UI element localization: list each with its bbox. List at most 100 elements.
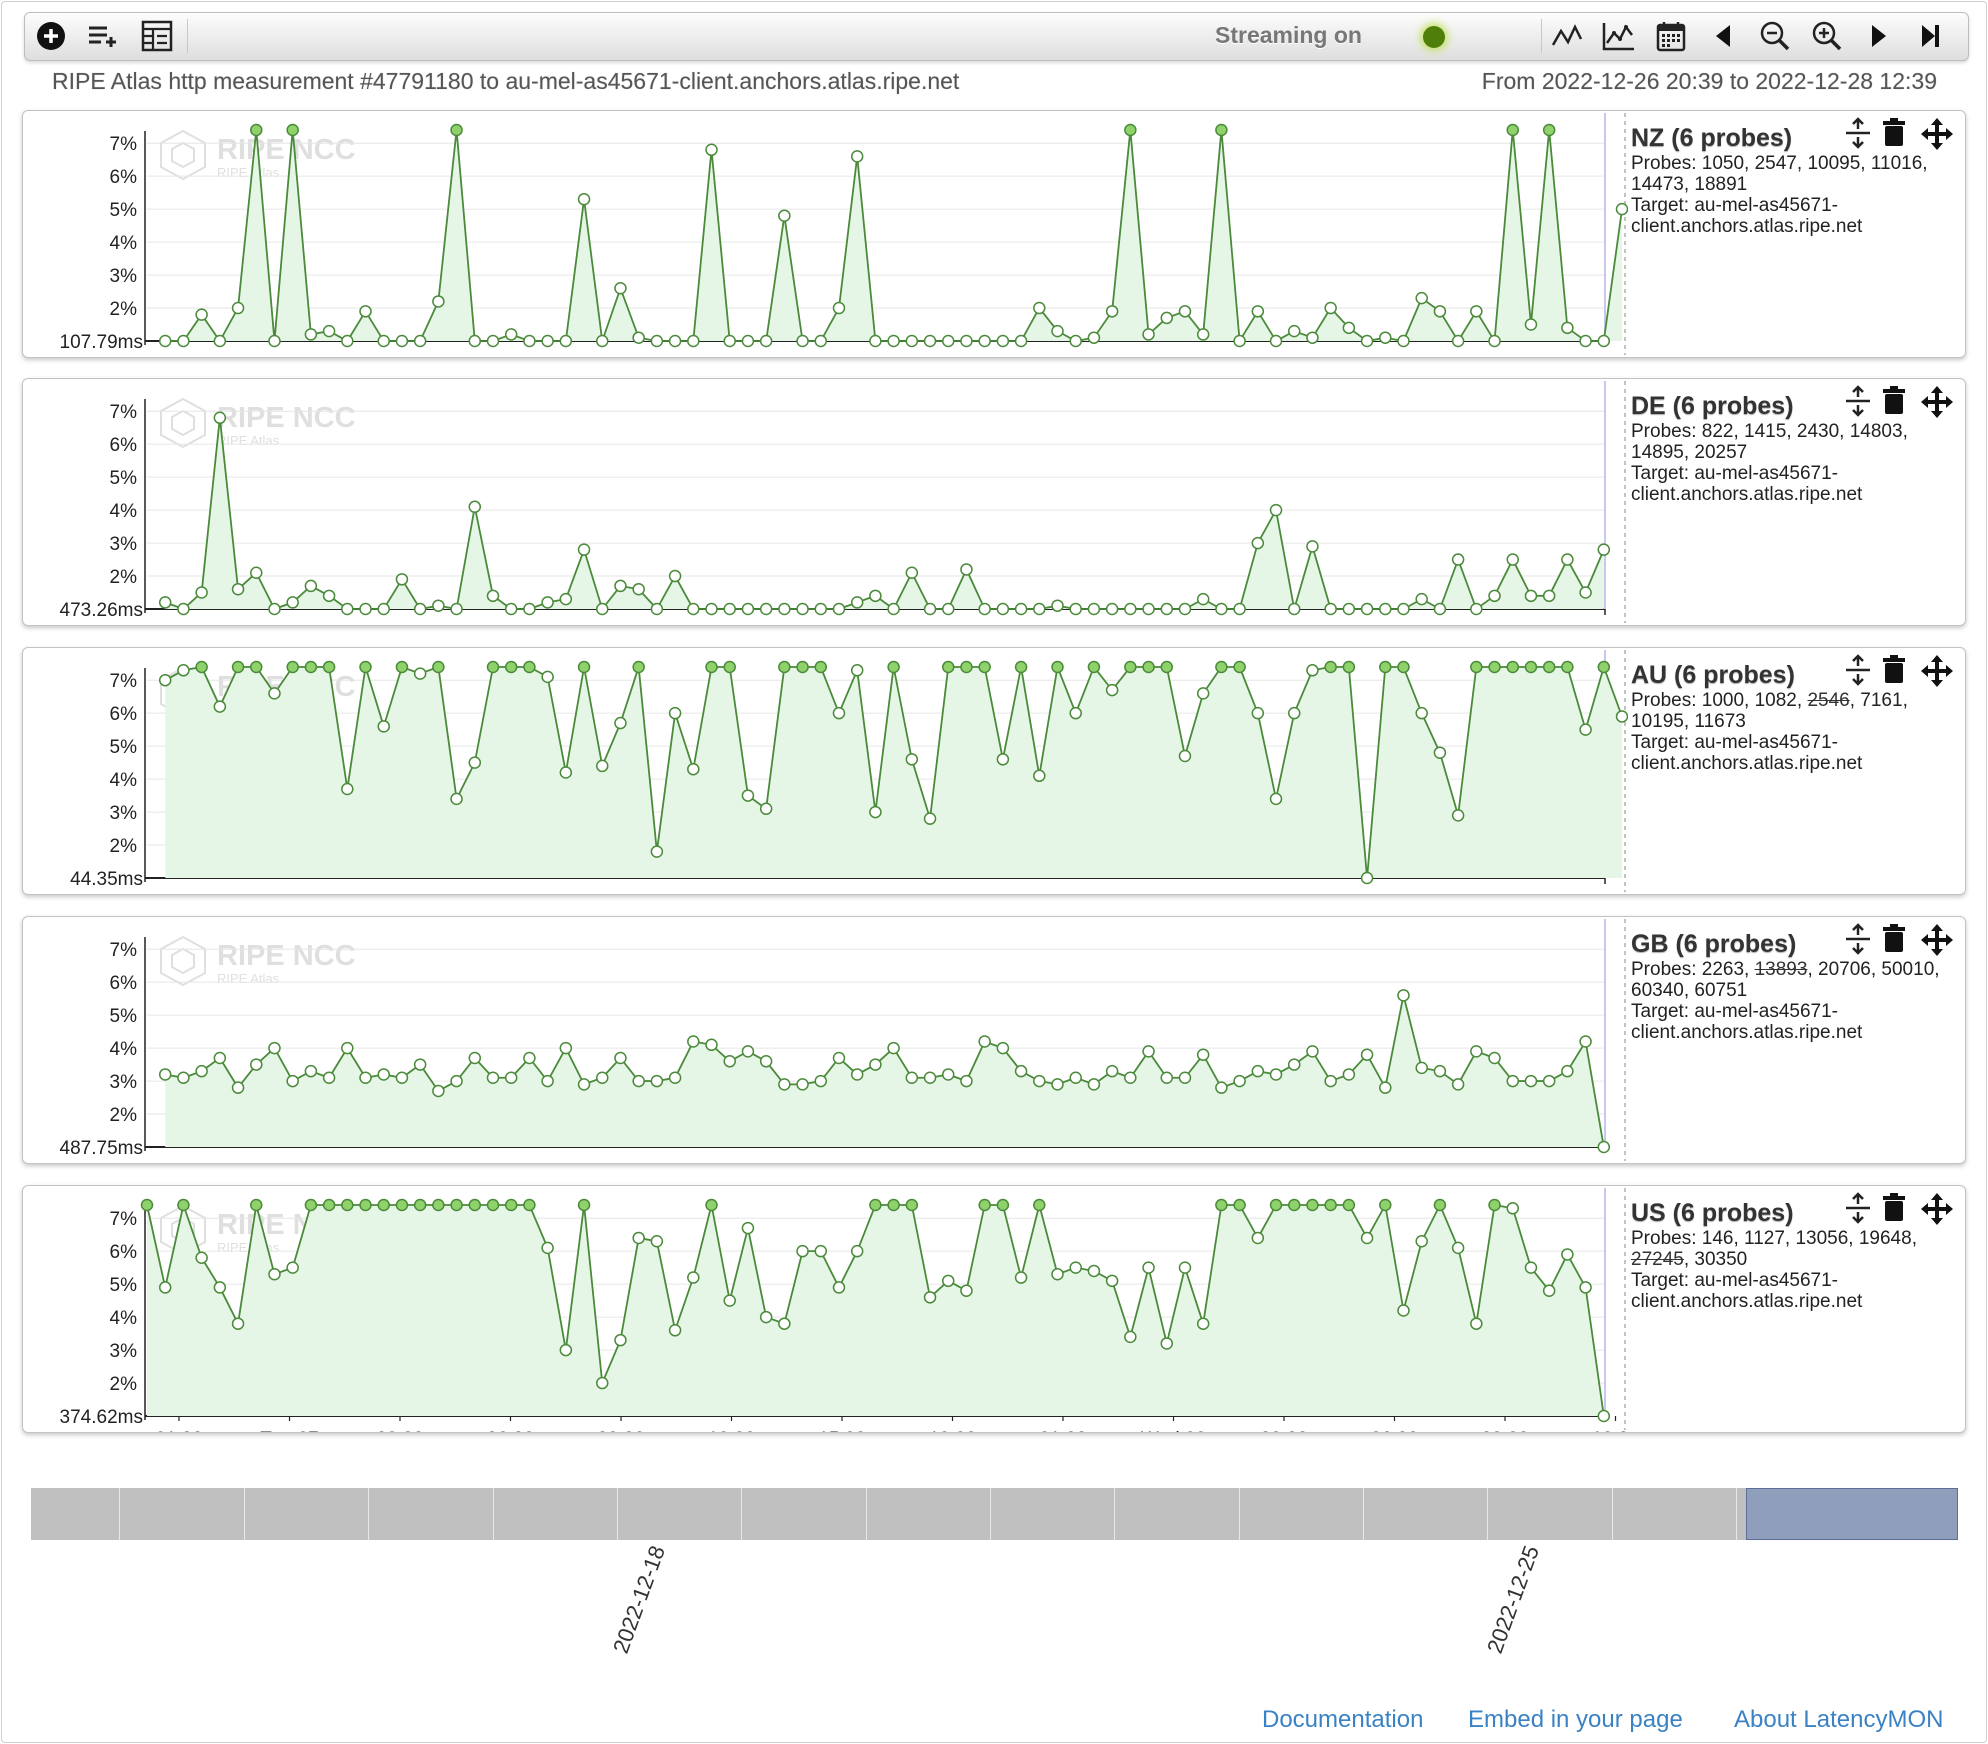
zoom-out-icon[interactable] <box>1755 17 1795 55</box>
data-point[interactable] <box>1051 599 1064 612</box>
data-point[interactable] <box>1178 1261 1192 1274</box>
data-point[interactable] <box>377 720 390 733</box>
data-point[interactable] <box>1324 1198 1337 1212</box>
data-point[interactable] <box>1379 602 1392 616</box>
data-point[interactable] <box>1524 318 1538 331</box>
data-point[interactable] <box>1014 334 1028 348</box>
data-point[interactable] <box>1506 123 1519 137</box>
data-point[interactable] <box>723 1055 736 1068</box>
data-point[interactable] <box>1379 1081 1392 1094</box>
data-point[interactable] <box>1360 602 1374 616</box>
data-point[interactable] <box>541 670 554 684</box>
data-point[interactable] <box>723 334 736 348</box>
data-point[interactable] <box>596 602 609 616</box>
probe-id[interactable]: 14803 <box>1849 421 1903 442</box>
data-point[interactable] <box>450 792 463 806</box>
data-point[interactable] <box>1160 1337 1174 1350</box>
data-point[interactable] <box>413 1198 427 1212</box>
data-point[interactable] <box>1470 1317 1483 1330</box>
data-point[interactable] <box>231 1081 245 1094</box>
data-point[interactable] <box>359 660 372 674</box>
data-point[interactable] <box>268 687 281 700</box>
data-point[interactable] <box>1178 602 1192 616</box>
data-point[interactable] <box>1033 301 1046 315</box>
data-point[interactable] <box>304 660 318 674</box>
data-point[interactable] <box>359 1071 372 1085</box>
data-point[interactable] <box>432 1198 445 1212</box>
data-point[interactable] <box>941 1274 955 1288</box>
data-point[interactable] <box>486 1198 500 1212</box>
data-point[interactable] <box>850 1244 864 1258</box>
data-point[interactable] <box>1124 123 1137 137</box>
trash-icon[interactable] <box>1882 654 1918 690</box>
probe-id[interactable]: 7161 <box>1860 690 1903 711</box>
data-point[interactable] <box>650 845 664 858</box>
data-point[interactable] <box>341 1041 354 1055</box>
data-point[interactable] <box>432 599 445 612</box>
data-point[interactable] <box>213 411 227 425</box>
data-point[interactable] <box>869 805 882 819</box>
data-point[interactable] <box>541 1074 554 1088</box>
data-point[interactable] <box>1451 334 1465 348</box>
data-point[interactable] <box>195 308 208 321</box>
data-point[interactable] <box>1069 1071 1082 1085</box>
data-point[interactable] <box>687 334 700 348</box>
data-point[interactable] <box>923 1291 937 1304</box>
data-point[interactable] <box>869 1198 882 1212</box>
data-point[interactable] <box>1196 1048 1210 1061</box>
data-point[interactable] <box>923 1071 937 1085</box>
data-point[interactable] <box>1342 1198 1356 1212</box>
data-point[interactable] <box>1215 1198 1228 1212</box>
data-point[interactable] <box>250 566 263 579</box>
data-point[interactable] <box>377 1068 390 1081</box>
data-point[interactable] <box>1178 305 1192 318</box>
data-point[interactable] <box>650 1074 664 1088</box>
data-point[interactable] <box>268 602 281 616</box>
data-point[interactable] <box>1051 1078 1064 1091</box>
data-point[interactable] <box>887 334 900 348</box>
data-point[interactable] <box>1196 1317 1210 1330</box>
data-point[interactable] <box>614 282 627 295</box>
data-point[interactable] <box>1105 305 1119 318</box>
data-point[interactable] <box>1142 328 1155 341</box>
trash-icon[interactable] <box>1882 117 1918 153</box>
data-point[interactable] <box>1360 1231 1374 1245</box>
data-point[interactable] <box>504 1071 518 1085</box>
data-point[interactable] <box>213 1051 227 1065</box>
data-point[interactable] <box>1033 602 1046 616</box>
data-point[interactable] <box>377 602 390 616</box>
documentation-link[interactable]: Documentation <box>1262 1706 1424 1733</box>
data-point[interactable] <box>1124 1071 1137 1085</box>
data-point[interactable] <box>650 1235 664 1248</box>
data-point[interactable] <box>523 660 536 674</box>
data-point[interactable] <box>140 1198 154 1212</box>
probe-id[interactable]: 1415 <box>1744 421 1787 442</box>
data-point[interactable] <box>1178 749 1192 763</box>
data-point[interactable] <box>1105 602 1119 616</box>
data-point[interactable] <box>1579 1281 1592 1294</box>
data-point[interactable] <box>1087 660 1101 674</box>
resize-icon[interactable] <box>1844 923 1880 959</box>
data-point[interactable] <box>341 1198 354 1212</box>
data-point[interactable] <box>341 602 354 616</box>
resize-icon[interactable] <box>1844 654 1880 690</box>
data-point[interactable] <box>377 1198 390 1212</box>
table-view-icon[interactable] <box>137 17 177 55</box>
data-point[interactable] <box>1215 123 1228 137</box>
data-point[interactable] <box>1579 1035 1592 1048</box>
timeline-overview[interactable] <box>31 1488 1957 1540</box>
data-point[interactable] <box>614 579 627 593</box>
data-point[interactable] <box>996 753 1010 766</box>
data-point[interactable] <box>1269 1068 1283 1081</box>
data-point[interactable] <box>759 334 773 348</box>
data-point[interactable] <box>668 569 682 583</box>
data-point[interactable] <box>195 1251 208 1264</box>
timeline-selection[interactable] <box>1746 1488 1958 1540</box>
data-point[interactable] <box>286 660 299 674</box>
data-point[interactable] <box>177 1071 190 1085</box>
data-point[interactable] <box>705 143 718 157</box>
data-point[interactable] <box>941 660 955 674</box>
data-point[interactable] <box>1233 660 1246 674</box>
data-point[interactable] <box>231 660 245 674</box>
data-point[interactable] <box>1142 660 1155 674</box>
